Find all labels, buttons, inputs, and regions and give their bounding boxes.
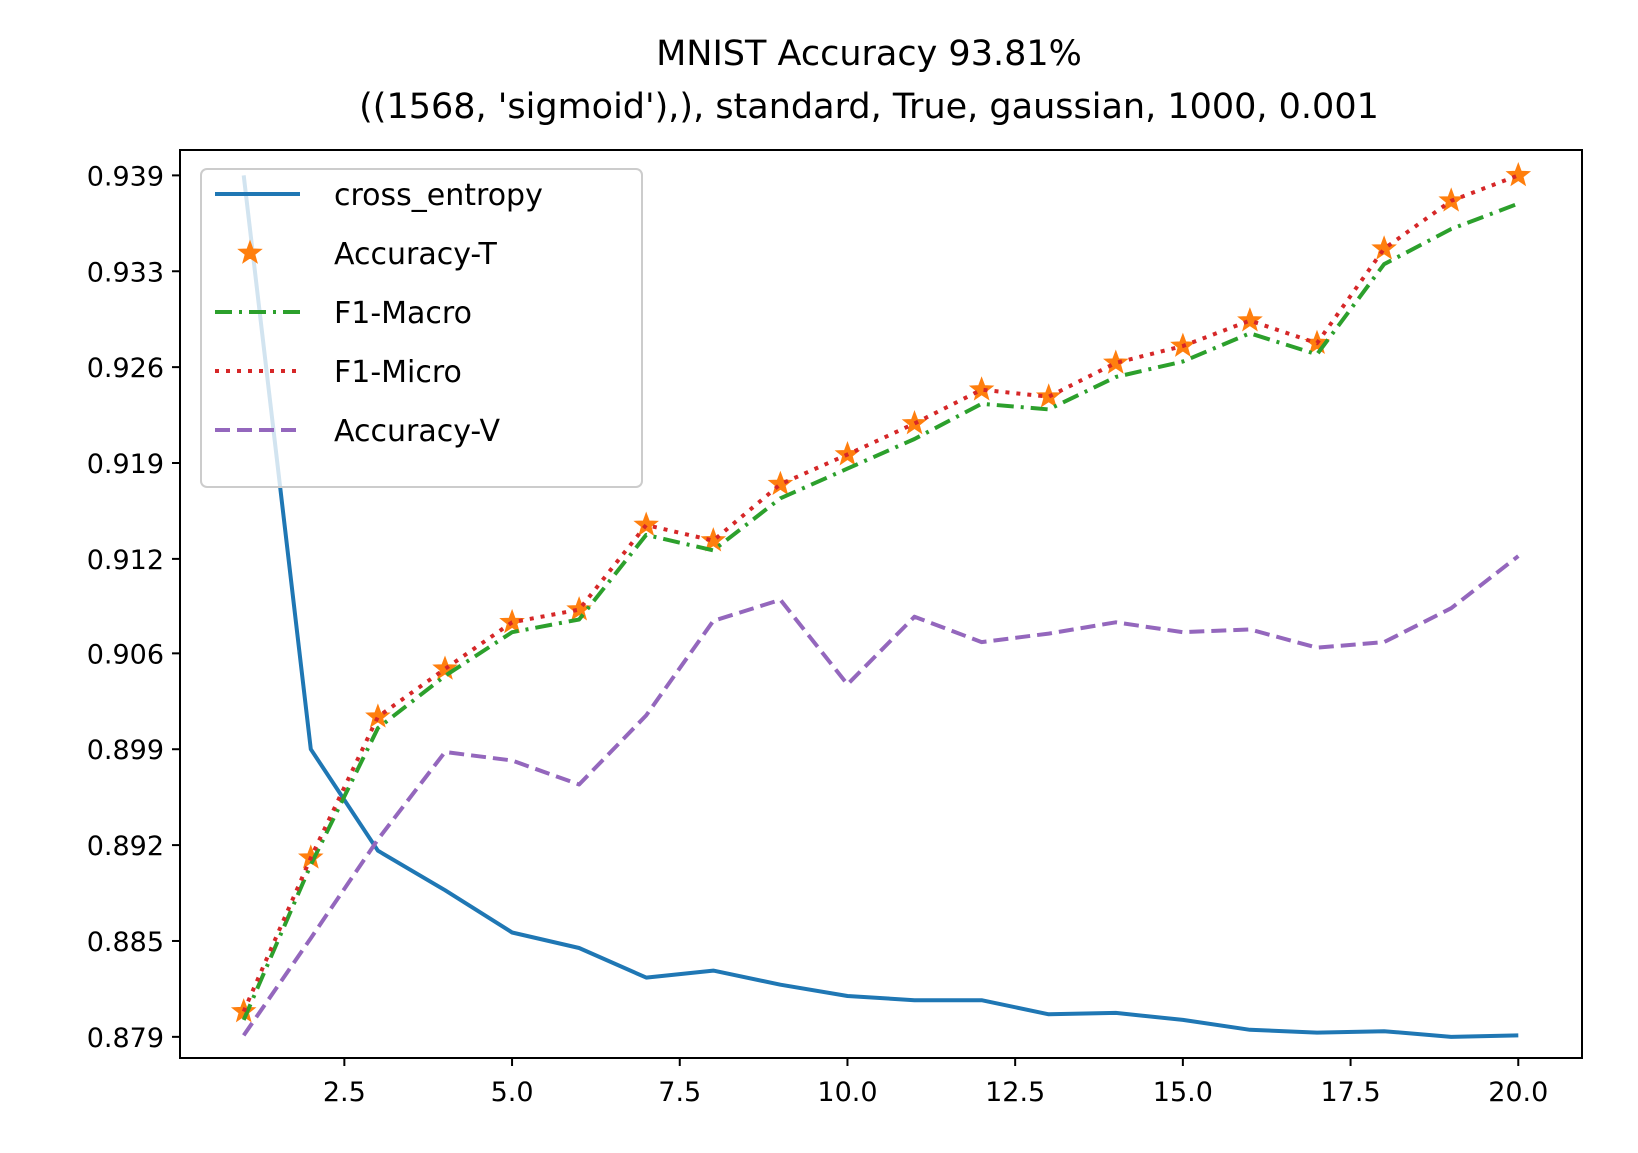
point-accuracy-t bbox=[633, 511, 659, 536]
y-tick-label: 0.912 bbox=[87, 545, 164, 576]
x-tick-label: 17.5 bbox=[1321, 1077, 1381, 1108]
point-accuracy-t bbox=[767, 470, 794, 496]
legend-label-accuracy-t: Accuracy-T bbox=[334, 237, 498, 272]
y-tick-label: 0.885 bbox=[87, 927, 164, 958]
legend: cross_entropy Accuracy-T F1-Macro F1-Micro A… bbox=[200, 168, 643, 488]
y-tick-label: 0.939 bbox=[87, 161, 164, 192]
point-accuracy-t bbox=[1371, 235, 1397, 260]
x-tick-label: 12.5 bbox=[985, 1077, 1045, 1108]
legend-label-accuracy-v: Accuracy-V bbox=[334, 414, 501, 449]
y-axis: 0.879 0.885 0.892 0.899 0.906 0.912 0.919 0.926… bbox=[87, 161, 180, 1054]
series-cross-entropy bbox=[241, 175, 1519, 1039]
plot-frame bbox=[179, 149, 1583, 1059]
plot-series bbox=[230, 161, 1532, 1039]
y-tick-label: 0.906 bbox=[87, 639, 164, 670]
point-accuracy-t bbox=[1103, 349, 1129, 374]
point-accuracy-t bbox=[1505, 161, 1532, 187]
x-tick-label: 2.5 bbox=[323, 1077, 366, 1108]
x-tick-label: 10.0 bbox=[817, 1077, 877, 1108]
legend-box bbox=[200, 168, 643, 488]
point-accuracy-t bbox=[700, 527, 727, 552]
x-tick-label: 20.0 bbox=[1488, 1077, 1548, 1108]
chart-title: MNIST Accuracy 93.81% bbox=[656, 34, 1082, 74]
x-tick-label: 5.0 bbox=[491, 1077, 534, 1108]
series-f1-micro bbox=[241, 173, 1520, 1013]
y-tick-label: 0.919 bbox=[87, 449, 164, 480]
point-accuracy-t bbox=[499, 608, 525, 634]
series-accuracy-v bbox=[242, 554, 1520, 1037]
x-tick-label: 7.5 bbox=[658, 1077, 701, 1108]
y-tick-label: 0.879 bbox=[87, 1023, 164, 1054]
point-accuracy-t bbox=[432, 655, 458, 680]
y-tick-label: 0.892 bbox=[87, 831, 164, 862]
legend-swatch-accuracy-t bbox=[237, 239, 263, 264]
x-axis: 2.5 5.0 7.5 10.0 12.5 15.0 17.5 20.0 bbox=[323, 1058, 1548, 1108]
legend-label-cross-entropy: cross_entropy bbox=[334, 178, 543, 213]
legend-label-f1-macro: F1-Macro bbox=[334, 296, 472, 331]
legend-label-f1-micro: F1-Micro bbox=[334, 355, 462, 390]
y-tick-label: 0.899 bbox=[87, 735, 164, 766]
y-tick-label: 0.933 bbox=[87, 257, 164, 288]
x-tick-label: 15.0 bbox=[1153, 1077, 1213, 1108]
series-f1-macro bbox=[241, 201, 1520, 1021]
point-accuracy-t bbox=[1237, 307, 1263, 332]
y-tick-label: 0.926 bbox=[87, 353, 164, 384]
point-accuracy-t bbox=[968, 376, 995, 401]
chart-subtitle: ((1568, 'sigmoid'),), standard, True, ga… bbox=[359, 87, 1379, 127]
